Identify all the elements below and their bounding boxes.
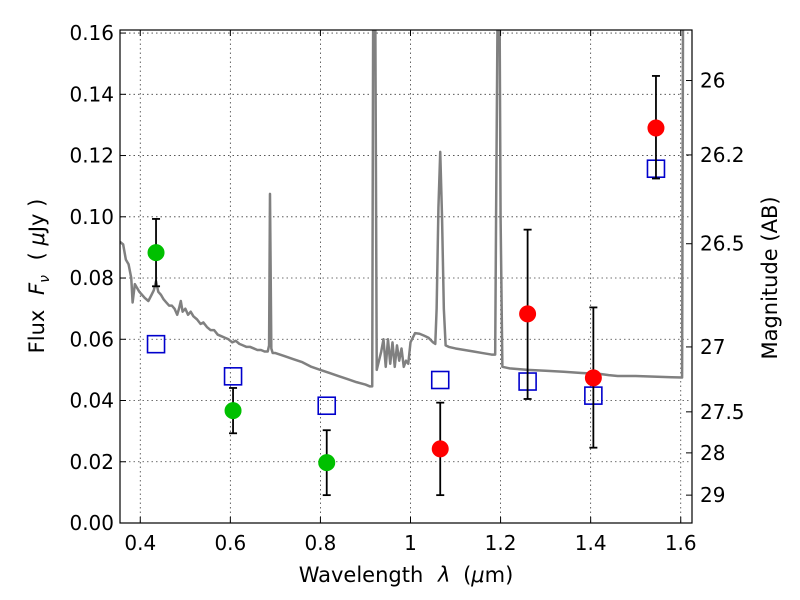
curve-layer <box>120 30 685 388</box>
y-tick-label: 0.10 <box>69 205 114 229</box>
photometry-point <box>431 440 449 458</box>
model-band-flux-square <box>430 370 450 390</box>
x-tick-label: 1.2 <box>485 531 517 555</box>
y-axis-f: F <box>25 282 49 295</box>
y2-tick-label: 26.2 <box>700 143 745 167</box>
plot-frame <box>119 29 693 524</box>
y-axis-title-word: Flux <box>25 310 49 354</box>
y-tick-label: 0.16 <box>69 21 114 45</box>
x-tick-label: 0.6 <box>214 531 246 555</box>
x-axis-title: Wavelength λ (μm) <box>299 563 514 587</box>
y2-tick-label: 28 <box>700 441 725 465</box>
x-axis-paren-open: ( <box>463 563 471 587</box>
model-band-flux-square <box>317 396 337 416</box>
photometry-point <box>647 119 665 137</box>
y-axis-unit: Jy ) <box>25 199 49 235</box>
photometry-point <box>318 454 336 472</box>
y-tick-label: 0.06 <box>69 327 114 351</box>
y-tick-label: 0.04 <box>69 389 114 413</box>
x-tick-label: 0.8 <box>305 531 337 555</box>
model-spectrum-line <box>120 30 685 388</box>
x-tick-label: 1.6 <box>665 531 697 555</box>
axis-layer: 0.4 0.6 0.8 1 1.2 1.4 1.6 0.00 0.02 0.04 0.06 0.08 0… <box>69 21 744 555</box>
x-tick-label: 1.4 <box>575 531 607 555</box>
y2-tick-label: 27.5 <box>700 400 745 424</box>
point-layer <box>146 75 666 497</box>
y2-tick-label: 26 <box>700 69 725 93</box>
x-axis-lambda: λ <box>437 563 450 587</box>
y-tick-label: 0.12 <box>69 144 114 168</box>
x-axis-title-word: Wavelength <box>299 563 424 587</box>
y-axis-nu: ν <box>37 275 53 283</box>
y-tick-label: 0.08 <box>69 266 114 290</box>
y-axis-mu: μ <box>25 232 49 246</box>
photometry-point <box>224 402 242 420</box>
x-axis-mu: μ <box>470 563 484 587</box>
x-tick-label: 1 <box>404 531 417 555</box>
photometry-point <box>584 369 602 387</box>
model-band-flux-square <box>223 367 243 386</box>
y2-tick-label: 29 <box>700 483 725 507</box>
y-axis-title: Flux Fν ( μJy ) <box>25 199 54 354</box>
y-tick-label: 0.00 <box>69 511 114 535</box>
model-band-flux-square <box>146 334 166 354</box>
y2-axis-title: Magnitude (AB) <box>758 196 782 359</box>
grid-layer <box>120 30 692 524</box>
photometry-point <box>147 244 165 262</box>
y-tick-label: 0.14 <box>69 82 114 106</box>
y2-tick-label: 26.5 <box>700 232 745 256</box>
x-tick-label: 0.4 <box>124 531 156 555</box>
x-axis-unit: m) <box>485 563 514 587</box>
y-tick-label: 0.02 <box>69 450 114 474</box>
y2-tick-label: 27 <box>700 335 725 359</box>
photometry-point <box>519 305 537 323</box>
y-axis-paren-open: ( <box>25 246 49 261</box>
